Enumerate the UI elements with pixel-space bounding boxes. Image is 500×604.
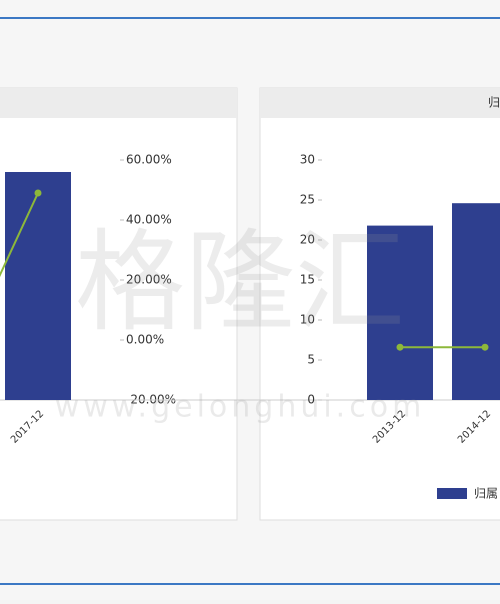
panel-right-header: [260, 88, 500, 118]
watermark-url: www.gelonghui.com: [55, 390, 426, 425]
panel-left-header: [0, 88, 237, 118]
y-tick-label: 15: [300, 273, 315, 287]
y-tick-label: 0: [307, 393, 315, 407]
y-tick-label: 30: [300, 153, 315, 167]
y2-tick-label: 40.00%: [126, 213, 172, 227]
y-tick-label: 25: [300, 193, 315, 207]
point: [481, 343, 489, 351]
watermark: 格隆汇: [75, 218, 405, 346]
legend-swatch: [437, 488, 467, 499]
y2-tick-label: 20.00%: [126, 273, 172, 287]
point: [396, 343, 404, 351]
y-tick-label: 5: [307, 353, 315, 367]
panel-title: 归: [488, 96, 500, 110]
bar: [452, 203, 500, 400]
bar: [367, 225, 433, 400]
legend-label: 归属: [474, 487, 498, 501]
bar: [5, 172, 71, 400]
y-tick-label: 10: [300, 313, 315, 327]
point: [34, 189, 42, 197]
y2-tick-label: 0.00%: [126, 333, 164, 347]
y-tick-label: 20: [300, 233, 315, 247]
plots: 60.00%40.00%20.00%0.00%-20.00%2017-12051…: [0, 153, 500, 501]
line: [0, 192, 39, 278]
y2-tick-label: 60.00%: [126, 153, 172, 167]
